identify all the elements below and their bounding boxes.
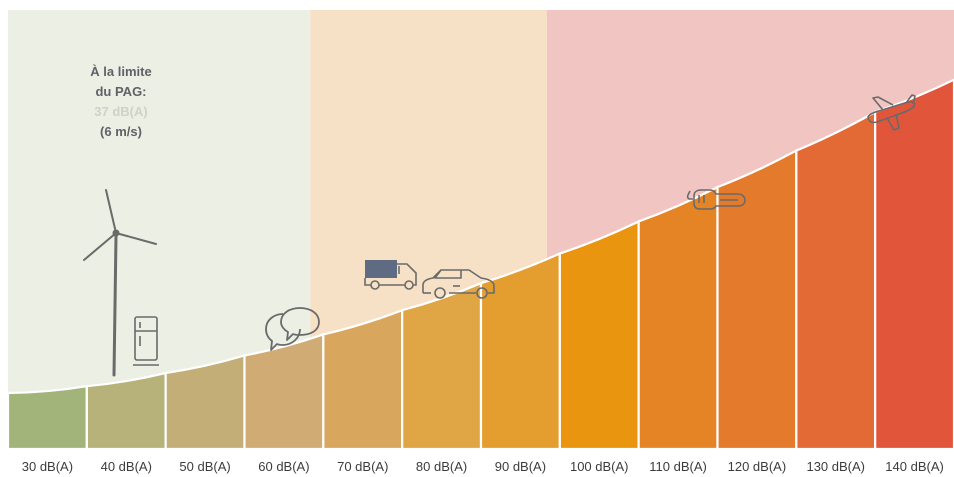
wind-turbine-icon <box>83 189 157 377</box>
bar-70dba <box>322 308 404 451</box>
airplane-icon <box>867 94 916 131</box>
bar-40dba <box>85 371 167 451</box>
bar-100dba <box>558 219 640 451</box>
annotation-line2: du PAG: <box>95 84 147 99</box>
tick-label: 30 dB(A) <box>21 459 74 474</box>
tick-label: 120 dB(A) <box>727 459 787 474</box>
tick-label: 80 dB(A) <box>415 459 468 474</box>
truck-icon <box>364 260 417 290</box>
tick-label: 50 dB(A) <box>179 459 231 474</box>
refrigerator-icon <box>133 316 159 366</box>
tick-label: 140 dB(A) <box>885 459 944 474</box>
bar-140dba <box>874 78 954 451</box>
annotation-line4: (6 m/s) <box>100 124 142 139</box>
car-icon <box>422 269 495 299</box>
tick-label: 60 dB(A) <box>258 459 310 474</box>
tick-label: 130 dB(A) <box>806 459 866 474</box>
chainsaw-icon <box>686 189 746 210</box>
bar-120dba <box>716 148 798 451</box>
tick-label: 70 dB(A) <box>337 459 389 474</box>
annotation-line3: 37 dB(A) <box>94 104 148 119</box>
x-axis-tick-labels: 30 dB(A) 40 dB(A) 50 dB(A) 60 dB(A) 70 dB(A)… <box>0 459 954 477</box>
annotation-line1: À la limite <box>90 64 152 79</box>
icons-layer <box>83 94 916 377</box>
bar-80dba <box>401 281 483 451</box>
tick-label: 110 dB(A) <box>649 459 707 474</box>
bar-30dba <box>6 384 88 451</box>
pag-limit-annotation: À la limite du PAG: 37 dB(A) (6 m/s) <box>56 62 186 142</box>
bar-130dba <box>795 110 877 451</box>
tick-label: 90 dB(A) <box>494 459 547 474</box>
bars-layer <box>6 78 954 451</box>
tick-label: 100 dB(A) <box>569 459 629 474</box>
tick-label: 40 dB(A) <box>100 459 152 474</box>
bar-110dba <box>637 185 719 451</box>
speech-bubbles-icon <box>265 307 320 351</box>
